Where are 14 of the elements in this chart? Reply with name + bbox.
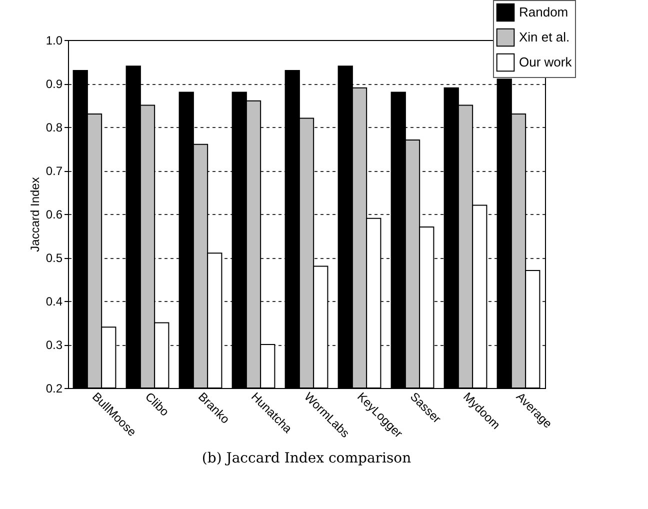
y-tick-label: 0.9 bbox=[46, 77, 63, 91]
y-tick-label: 0.2 bbox=[46, 382, 63, 396]
y-axis-title: Jaccard Index bbox=[28, 177, 42, 252]
y-tick-label: 0.8 bbox=[46, 120, 63, 134]
y-tick-label: 0.5 bbox=[46, 251, 63, 265]
legend-label: Xin et al. bbox=[519, 30, 570, 44]
legend-label: Our work bbox=[519, 54, 572, 70]
text: (b) Jaccard Index comparison bbox=[202, 450, 412, 466]
y-tick-label: 0.3 bbox=[46, 338, 63, 352]
y-tick-label: 1.0 bbox=[46, 34, 63, 48]
y-tick-label: 0.4 bbox=[46, 294, 63, 308]
y-tick-label: 0.7 bbox=[46, 164, 63, 178]
legend-label: Random bbox=[519, 4, 568, 20]
y-tick-label: 0.6 bbox=[46, 208, 63, 222]
